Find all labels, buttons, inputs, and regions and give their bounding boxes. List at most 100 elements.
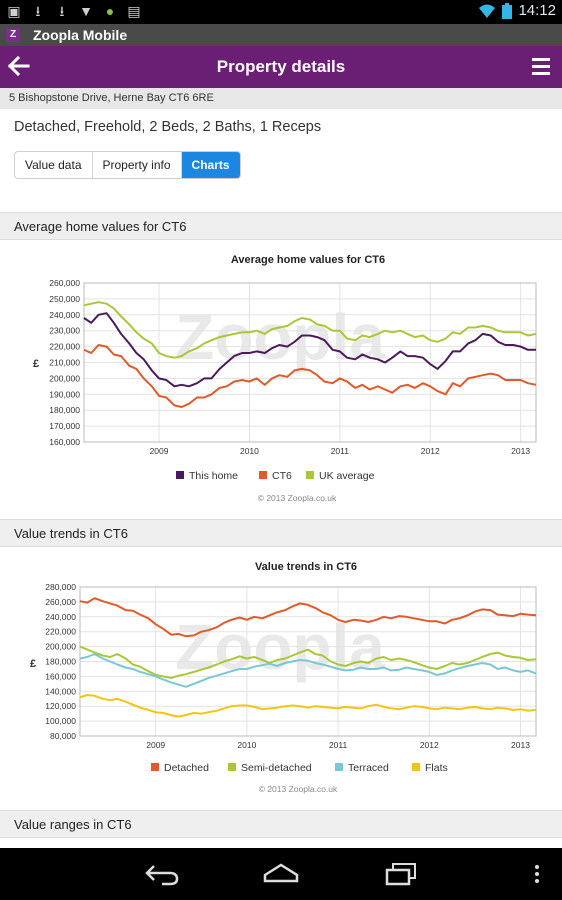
x-tick-label: 2013 [511,446,530,456]
plot-frame [83,282,537,443]
chart-credit: © 2013 Zoopla.co.uk [258,493,337,503]
grid [79,586,537,737]
y-tick-label: 140,000 [45,686,76,696]
series-lines [79,597,537,718]
battery-icon [502,2,513,19]
watermark: Zoopla [175,301,385,373]
notification-icons: ▣ ⭳ ⭳ ▼ ● ▤ [6,3,142,20]
legend-swatch [335,763,343,771]
app-bar: Z Zoopla Mobile [0,24,562,46]
average-home-values-chart: Average home values for CT6 Zoopla £ 260… [33,254,537,503]
legend-swatch [306,471,314,479]
series-line-terraced [79,653,537,688]
y-tick-label: 160,000 [49,437,80,447]
y-tick-label: 200,000 [45,642,76,652]
recent-apps-icon[interactable] [383,862,419,886]
y-tick-label: 260,000 [49,278,80,288]
x-tick-label: 2010 [237,740,256,750]
value-trends-chart: Value trends in CT6 Zoopla £ 280,000260,… [30,561,537,794]
tab-bar: Value data Property info Charts [14,151,241,179]
section-header-average-values: Average home values for CT6 [0,212,562,240]
y-tick-label: 170,000 [49,421,80,431]
section-header-value-trends: Value trends in CT6 [0,519,562,547]
y-axis-label: £ [33,358,39,370]
x-axis-ticks: 2009 2010 2011 2012 2013 [150,446,531,456]
legend-swatch [176,471,184,479]
status-bar: ▣ ⭳ ⭳ ▼ ● ▤ 14:12 [0,0,562,24]
x-tick-label: 2010 [240,446,259,456]
bag-icon: ▤ [127,3,141,19]
series-line-uk-average [83,301,537,359]
legend-swatch [412,763,420,771]
image-icon: ▣ [7,3,21,19]
y-tick-label: 190,000 [49,389,80,399]
plot-frame [79,586,537,737]
nav-bar: Property details [0,46,562,88]
y-tick-label: 180,000 [49,405,80,415]
y-axis-ticks: 260,000 250,000 240,000 230,000 220,000 210,0… [49,278,80,447]
section-header-value-ranges: Value ranges in CT6 [0,810,562,838]
legend: This home CT6 UK average [176,470,375,482]
x-tick-label: 2009 [146,740,165,750]
legend-label: Detached [164,762,209,774]
android-icon: ● [105,3,115,19]
y-tick-label: 280,000 [45,582,76,592]
x-tick-label: 2012 [421,446,440,456]
zoopla-logo-icon: Z [6,28,20,42]
y-tick-label: 220,000 [49,342,80,352]
legend-label: Semi-detached [241,762,312,774]
legend-label: Flats [425,762,448,774]
signal-icon: ▼ [79,3,93,19]
y-tick-label: 230,000 [49,326,80,336]
system-nav-bar [0,848,562,900]
series-line-semi-detached [79,645,537,679]
menu-icon[interactable] [532,58,550,76]
y-tick-label: 80,000 [50,731,76,741]
y-tick-label: 200,000 [49,373,80,383]
legend-label: CT6 [272,470,292,482]
wifi-icon [479,4,496,18]
series-line-this-home [83,312,536,388]
x-tick-label: 2011 [329,740,348,750]
back-arrow-icon[interactable] [8,55,30,77]
legend-swatch [151,763,159,771]
series-lines [83,301,537,408]
y-axis-ticks: 280,000 260,000 240,000 220,000 200,000 180,0… [45,582,76,741]
legend-swatch [259,471,267,479]
y-tick-label: 100,000 [45,716,76,726]
series-line-flats [79,694,537,718]
page-title: Property details [216,57,346,76]
series-line-ct6 [83,344,537,408]
legend-swatch [228,763,236,771]
x-tick-label: 2013 [511,740,530,750]
back-icon[interactable] [144,862,180,886]
legend-label: This home [189,470,238,482]
chart-title: Value trends in CT6 [255,561,357,573]
x-axis-ticks: 2009 2010 2011 2012 2013 [146,740,530,750]
app-title: Zoopla Mobile [33,27,128,43]
download-icon: ⭳ [59,3,65,19]
y-tick-label: 240,000 [45,612,76,622]
legend-label: UK average [319,470,375,482]
y-tick-label: 160,000 [45,671,76,681]
overflow-menu-icon[interactable] [533,864,541,884]
x-tick-label: 2012 [420,740,439,750]
tab-property-info[interactable]: Property info [93,152,182,178]
legend-label: Terraced [348,762,389,774]
y-tick-label: 180,000 [45,657,76,667]
x-tick-label: 2011 [331,446,350,456]
series-line-detached [79,597,537,638]
y-tick-label: 220,000 [45,627,76,637]
home-icon[interactable] [262,862,300,884]
x-tick-label: 2009 [150,446,169,456]
legend: Detached Semi-detached Terraced Flats [151,762,448,774]
chart-credit: © 2013 Zoopla.co.uk [259,784,338,794]
chart-title: Average home values for CT6 [231,254,385,266]
download-icon: ⭳ [35,3,41,19]
tab-value-data[interactable]: Value data [15,152,93,178]
y-tick-label: 120,000 [45,701,76,711]
y-tick-label: 250,000 [49,294,80,304]
property-summary: Detached, Freehold, 2 Beds, 2 Baths, 1 R… [14,119,322,135]
tab-charts[interactable]: Charts [181,152,240,178]
y-tick-label: 240,000 [49,310,80,320]
